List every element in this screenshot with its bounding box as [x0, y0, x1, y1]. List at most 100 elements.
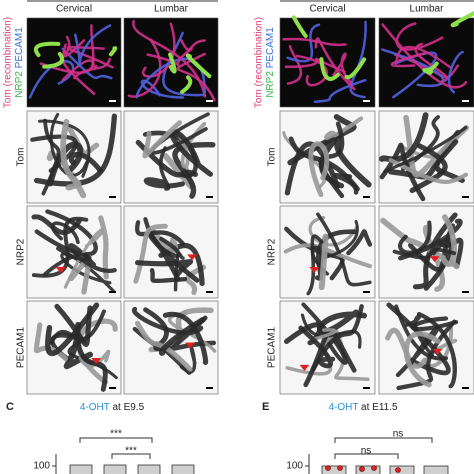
scale-bar — [363, 100, 370, 102]
vessel — [333, 173, 359, 195]
vessel — [143, 307, 172, 352]
vessel — [45, 302, 100, 357]
vessel — [146, 47, 193, 67]
vessel — [308, 216, 359, 247]
scale-bar — [363, 291, 370, 293]
vessel — [317, 309, 368, 335]
vessel — [74, 24, 112, 68]
nrp2-vessel — [42, 51, 65, 69]
scale-bar — [206, 196, 213, 198]
vessel — [282, 37, 347, 47]
vessel-network — [282, 15, 367, 104]
panel-title: 4-OHT at E9.5 — [80, 402, 145, 413]
scale-bar — [109, 387, 116, 389]
row-label: PECAM1 — [267, 327, 278, 369]
vessel — [28, 60, 75, 99]
sig-bracket — [334, 453, 399, 459]
nrp2-vessel — [291, 15, 308, 39]
vessel — [54, 303, 93, 347]
vessel — [60, 118, 82, 191]
column-header: Lumbar — [154, 4, 189, 15]
vessel — [318, 233, 329, 291]
vessel — [135, 259, 193, 277]
vessel — [394, 304, 449, 361]
vessel — [158, 316, 206, 356]
bar — [389, 465, 415, 474]
vessel-network — [127, 19, 216, 102]
vessel — [390, 51, 427, 68]
nrp2-vessel — [319, 57, 340, 81]
channel-label: NRP2 PECAM1 — [265, 27, 276, 98]
vessel-network — [132, 306, 217, 375]
vessel — [69, 151, 104, 174]
scale-bar — [363, 196, 370, 198]
vessel — [66, 125, 100, 156]
channel-label: Tom (recombination) — [254, 17, 265, 108]
vessel — [158, 146, 171, 191]
significance: ns — [393, 429, 404, 440]
vessel — [346, 229, 373, 256]
vessel — [63, 228, 105, 289]
vessel — [403, 331, 441, 388]
dot — [371, 465, 377, 471]
vessel — [127, 38, 162, 98]
arrowhead — [187, 254, 198, 261]
vessel — [41, 118, 61, 196]
arrowhead — [91, 358, 102, 365]
vessel-network — [283, 212, 373, 296]
channel-label: NRP2 PECAM1 — [14, 27, 25, 98]
channel-nrp2: NRP2 — [14, 71, 25, 98]
vessel-network — [385, 302, 459, 391]
vessel — [68, 243, 117, 273]
nrp2-vessel — [108, 46, 118, 57]
vessel — [60, 252, 116, 293]
arrowhead — [309, 267, 320, 274]
vessel-network — [283, 302, 370, 388]
scale-bar — [109, 196, 116, 198]
dot — [325, 465, 331, 471]
significance: *** — [110, 429, 122, 440]
scale-bar — [206, 387, 213, 389]
bar — [321, 465, 347, 474]
vessel — [412, 212, 458, 290]
channel-label: Tom (recombination) — [3, 17, 14, 108]
vessel — [31, 216, 89, 278]
vessel — [392, 247, 457, 260]
vessel — [143, 177, 185, 189]
row-label: PECAM1 — [16, 327, 27, 369]
bar — [355, 465, 381, 474]
vessel — [162, 311, 209, 365]
vessel — [142, 120, 183, 159]
dot — [359, 466, 365, 472]
bar — [103, 464, 127, 474]
drug: 4-OHT — [328, 402, 358, 413]
nrp2-vessel — [33, 41, 61, 58]
row-label: NRP2 — [16, 238, 27, 265]
scale-bar — [462, 196, 469, 198]
bar — [423, 465, 449, 474]
vessel — [61, 59, 98, 82]
sig-bracket — [111, 453, 151, 459]
sig-bracket — [334, 437, 433, 443]
column-header: Cervical — [309, 4, 345, 15]
y-tick-label: 100 — [286, 461, 303, 472]
scale-bar — [206, 291, 213, 293]
vessel — [322, 219, 359, 260]
micrograph — [26, 17, 122, 108]
vessel-network — [30, 112, 118, 199]
vessel-network — [33, 302, 118, 392]
arrowhead — [55, 267, 66, 274]
vessel — [388, 158, 469, 184]
drug: 4-OHT — [80, 402, 110, 413]
vessel — [62, 39, 86, 58]
y-tick-label: 100 — [33, 461, 50, 472]
dot — [395, 467, 401, 473]
significance: ns — [361, 446, 372, 457]
vessel — [176, 52, 216, 102]
vessel — [395, 22, 444, 51]
vessel-network — [381, 10, 474, 99]
panel-title: 4-OHT at E11.5 — [328, 402, 398, 413]
row-label: Tom — [16, 148, 27, 167]
